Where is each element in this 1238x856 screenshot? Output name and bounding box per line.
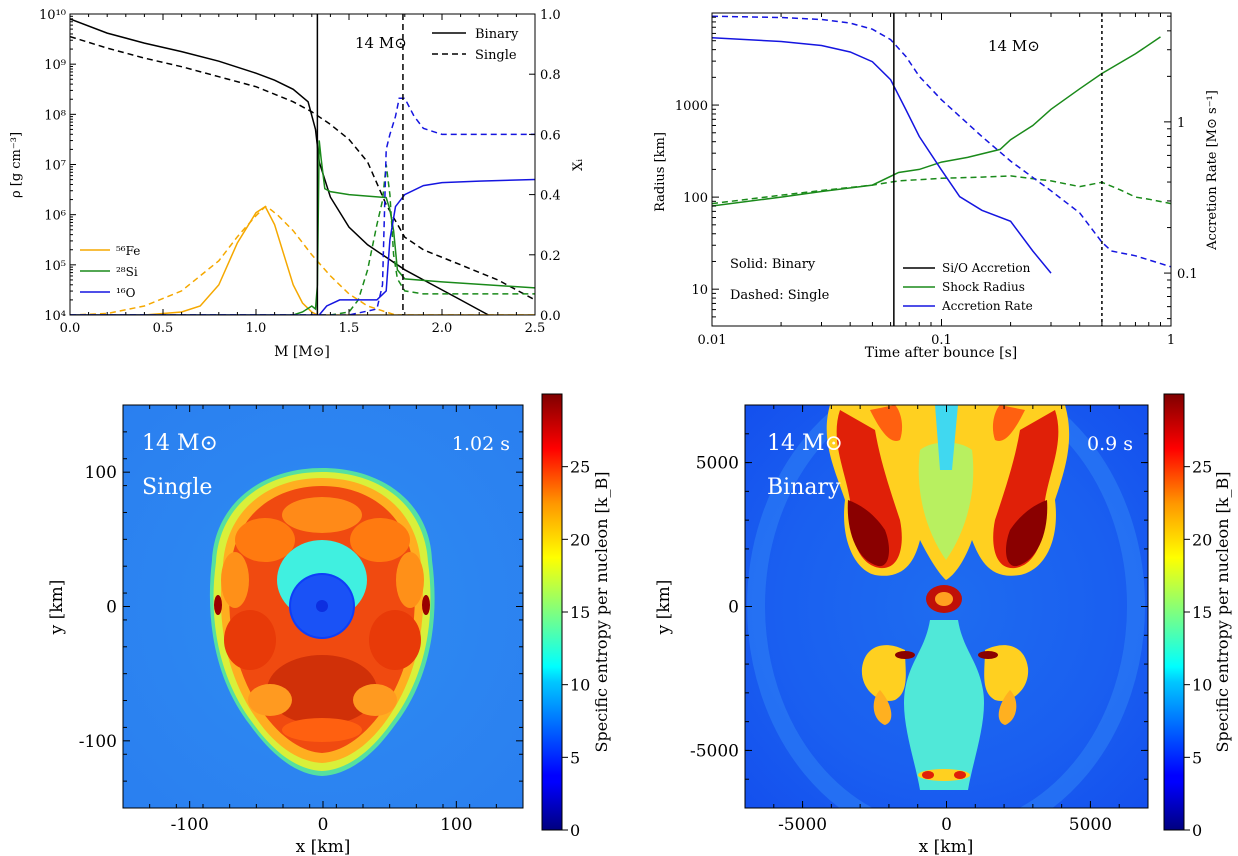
binary-type-label: Binary xyxy=(767,475,841,500)
shock-ytick: 1000 xyxy=(675,99,708,114)
binary-mass-label: 14 M⊙ xyxy=(767,431,843,456)
note-solid-binary: Solid: Binary xyxy=(730,257,816,272)
shock-ytick: 100 xyxy=(683,191,708,206)
shock-y2tick: 0.1 xyxy=(1177,267,1198,282)
shock-xtick: 0.01 xyxy=(698,333,727,348)
map-ytick: 5000 xyxy=(696,454,739,474)
shock-y2tick: 1 xyxy=(1177,116,1185,131)
single-ylabel: y [km] xyxy=(47,580,67,636)
density-y2tick: 0.4 xyxy=(540,189,561,204)
density-ytick: 10¹⁰ xyxy=(39,8,66,23)
density-xtick: 0.5 xyxy=(153,321,174,336)
colorbar-tick: 25 xyxy=(570,458,590,477)
colorbar-tick: 5 xyxy=(570,748,580,767)
density-profile-chart: 0.0 0.5 1.0 1.5 2.0 2.5 10⁴ 10⁵ 10⁶ 10⁷ 10⁸ 10⁹ 10¹⁰… xyxy=(9,8,586,360)
density-xlabel: M [M⊙] xyxy=(274,344,330,360)
density-xtick: 1.5 xyxy=(339,321,360,336)
shock-y2label: Accretion Rate [M⊙ s⁻¹] xyxy=(1205,90,1220,251)
single-colorbar xyxy=(542,394,562,830)
series-shock-binary xyxy=(712,37,1161,206)
density-y2tick: 1.0 xyxy=(540,8,561,23)
series-Si-binary xyxy=(70,140,535,315)
legend-fe-label: ⁵⁶Fe xyxy=(116,244,140,258)
colorbar-tick: 25 xyxy=(1192,458,1212,477)
legend-binary-label: Binary xyxy=(475,27,519,42)
map-xtick: 100 xyxy=(440,815,472,835)
density-ytick: 10⁵ xyxy=(44,259,66,274)
colorbar-tick: 20 xyxy=(1192,530,1212,549)
binary-time-label: 0.9 s xyxy=(1087,433,1133,455)
shock-ylabel: Radius [km] xyxy=(653,132,668,212)
series-O-single xyxy=(70,98,535,315)
density-y2tick: 0.2 xyxy=(540,249,561,264)
shock-xtick: 1 xyxy=(1167,333,1175,348)
map-ytick: -100 xyxy=(79,732,117,752)
shock-ytick: 10 xyxy=(691,283,708,298)
legend-acc-label: Accretion Rate xyxy=(941,299,1033,313)
colorbar-tick: 10 xyxy=(570,676,590,695)
legend-shock-label: Shock Radius xyxy=(942,280,1025,294)
legend-sio-label: Si/O Accretion xyxy=(942,261,1031,275)
map-ytick: -5000 xyxy=(690,741,739,761)
series-Fe-single xyxy=(70,207,535,315)
density-xtick: 2.0 xyxy=(432,321,453,336)
density-ytick: 10⁸ xyxy=(44,108,66,123)
legend-si-label: ²⁸Si xyxy=(116,265,138,279)
map-ytick: 100 xyxy=(85,463,117,483)
binary-ylabel: y [km] xyxy=(654,580,674,636)
series-Si-single xyxy=(70,165,535,316)
colorbar-tick: 20 xyxy=(570,530,590,549)
shock-annotation: 14 M⊙ xyxy=(988,37,1040,55)
density-ytick: 10⁶ xyxy=(44,209,66,224)
density-ytick: 10⁷ xyxy=(44,159,66,174)
shock-xlabel: Time after bounce [s] xyxy=(865,345,1018,361)
colorbar-tick: 15 xyxy=(570,603,590,622)
colorbar-tick: 5 xyxy=(1192,748,1202,767)
series-Fe-binary xyxy=(70,207,535,315)
shock-radius-chart: 0.01 0.1 1 10 100 1000 0.1 1 14 M⊙ Solid: Binar… xyxy=(653,13,1220,361)
density-ylabel: ρ [g cm⁻³] xyxy=(9,132,24,198)
binary-xlabel: x [km] xyxy=(919,837,974,856)
binary-colorbar-label: Specific entropy per nucleon [k_B] xyxy=(1213,472,1232,753)
note-dashed-single: Dashed: Single xyxy=(730,288,830,303)
series-density-single xyxy=(70,37,535,300)
density-ytick: 10⁹ xyxy=(44,58,66,73)
binary-colorbar xyxy=(1164,394,1184,830)
colorbar-tick: 0 xyxy=(1192,821,1202,840)
colorbar-tick: 10 xyxy=(1192,676,1212,695)
single-time-label: 1.02 s xyxy=(452,433,510,455)
legend-single-label: Single xyxy=(475,48,517,63)
colorbar-tick: 0 xyxy=(570,821,580,840)
density-y2tick: 0.0 xyxy=(540,309,561,324)
colorbar-tick: 15 xyxy=(1192,603,1212,622)
map-xtick: 5000 xyxy=(1069,815,1112,835)
entropy-single-image xyxy=(123,405,523,808)
map-xtick: 0 xyxy=(941,815,952,835)
density-y2tick: 0.6 xyxy=(540,128,561,143)
map-ytick: 0 xyxy=(106,598,117,618)
single-colorbar-label: Specific entropy per nucleon [k_B] xyxy=(592,472,611,753)
map-xtick: -5000 xyxy=(778,815,827,835)
density-xtick: 1.0 xyxy=(246,321,267,336)
density-y2tick: 0.8 xyxy=(540,68,561,83)
legend-o-label: ¹⁶O xyxy=(116,286,136,300)
single-mass-label: 14 M⊙ xyxy=(142,431,218,456)
density-annotation: 14 M⊙ xyxy=(355,34,407,52)
density-ytick: 10⁴ xyxy=(44,309,66,324)
single-xlabel: x [km] xyxy=(296,837,351,856)
map-xtick: 0 xyxy=(318,815,329,835)
density-y2label: Xᵢ xyxy=(571,159,586,171)
single-type-label: Single xyxy=(142,475,212,500)
map-ytick: 0 xyxy=(728,598,739,618)
series-accretion-binary xyxy=(712,38,1051,273)
density-plot-frame xyxy=(70,14,535,315)
map-xtick: -100 xyxy=(171,815,209,835)
